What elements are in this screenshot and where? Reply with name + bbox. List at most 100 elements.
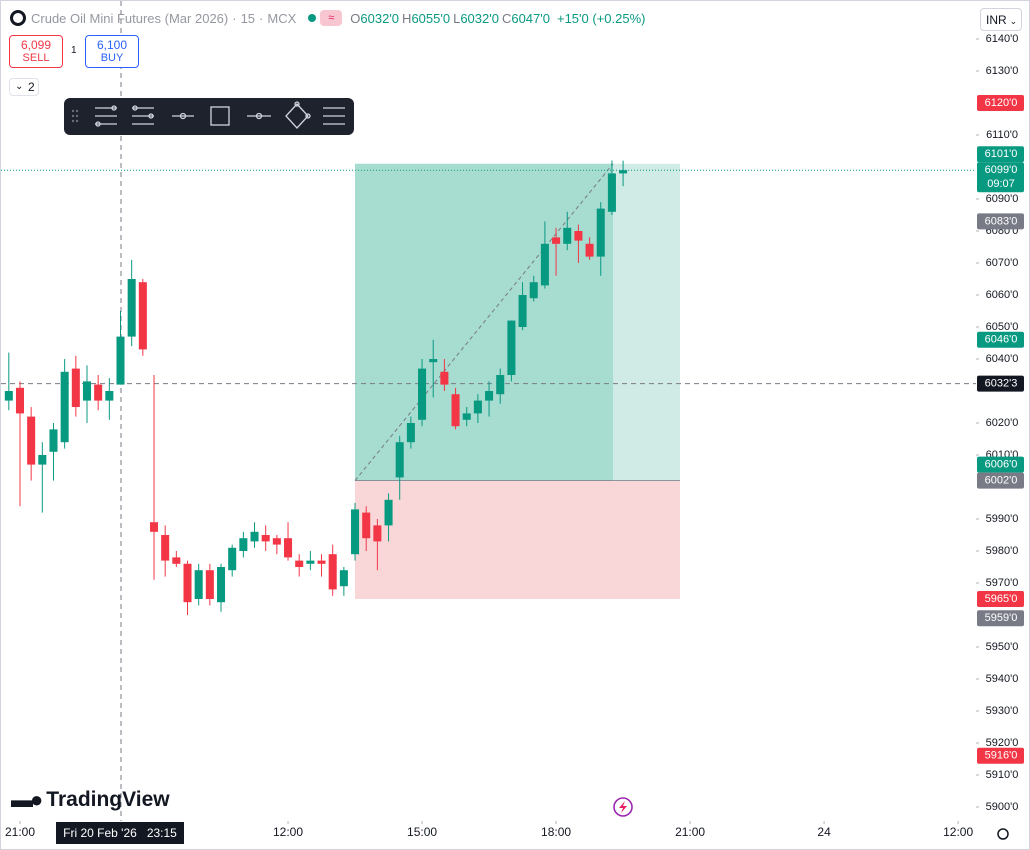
ohlc-value: 6032'0 xyxy=(460,10,499,26)
brand-mark: ▬● xyxy=(11,787,43,812)
tool-pitchfork[interactable] xyxy=(132,105,154,125)
price-badge xyxy=(977,331,1024,348)
candle-body xyxy=(261,535,270,542)
candle-body xyxy=(339,570,348,587)
indicators-toggle[interactable]: ⌄ 2 xyxy=(9,78,39,96)
buy-button[interactable]: 6,100 BUY xyxy=(85,35,139,68)
indicator-count: 2 xyxy=(28,80,35,94)
price-badge xyxy=(977,591,1024,607)
brand-name: TradingView xyxy=(46,788,170,811)
candle-body xyxy=(395,442,404,478)
candle-body xyxy=(518,295,527,327)
tool-line[interactable] xyxy=(172,112,194,120)
candle-body xyxy=(451,394,460,427)
candles xyxy=(4,160,628,615)
x-tick-label: 15:00 xyxy=(407,825,437,839)
candle-body xyxy=(529,282,538,299)
chevron: ⌄ xyxy=(15,81,24,92)
candle-body xyxy=(183,563,192,603)
sell-button[interactable]: 6,099 SELL xyxy=(9,35,63,68)
buy-label: BUY xyxy=(100,52,124,64)
candle-body xyxy=(596,208,605,257)
y-tick-label: 5900'0 xyxy=(986,801,1019,813)
candle-body xyxy=(384,499,393,526)
ohlc: O 6032'0 H 6055'0 L 6032'0 C 6047'0 xyxy=(350,11,553,26)
y-tick-label: 5930'0 xyxy=(986,705,1019,717)
price-badge xyxy=(977,95,1024,111)
candle-body xyxy=(351,509,360,555)
tool-fib[interactable] xyxy=(95,105,117,127)
candle-body xyxy=(172,557,181,564)
tool-settings[interactable] xyxy=(323,107,345,125)
tool-shape[interactable] xyxy=(285,101,311,129)
candle-body xyxy=(552,237,561,244)
y-tick-label: 5920'0 xyxy=(986,737,1019,749)
candle-body xyxy=(373,525,382,542)
candle-body xyxy=(306,560,315,564)
separator: · xyxy=(259,10,264,26)
replay-icon[interactable] xyxy=(613,797,633,817)
candle-body xyxy=(418,368,427,420)
tool-hline[interactable] xyxy=(247,112,271,120)
symbol-logo xyxy=(10,10,26,26)
candle-body xyxy=(328,554,337,590)
candle-body xyxy=(607,173,616,212)
candle-body xyxy=(49,429,58,452)
interval[interactable]: 15 xyxy=(240,10,256,26)
y-tick-label: 6050'0 xyxy=(986,321,1019,333)
candle-body xyxy=(161,535,170,561)
y-tick-label: 6020'0 xyxy=(986,417,1019,429)
price-countdown: 09:07 xyxy=(987,178,1015,190)
candle-body xyxy=(149,522,159,532)
ohlc-label: H xyxy=(402,10,412,26)
x-tick-label: 18:00 xyxy=(541,825,571,839)
candle-body xyxy=(82,381,92,401)
currency-button[interactable]: INR ⌄ xyxy=(980,8,1022,31)
candle-body xyxy=(94,384,103,401)
candle-body xyxy=(71,368,80,407)
ohlc-label: C xyxy=(501,10,512,26)
sell-price: 6,099 xyxy=(20,38,52,52)
price-badge-label: 6032'3 xyxy=(985,378,1018,390)
candle-body xyxy=(485,391,494,401)
candle-body xyxy=(38,455,47,465)
exchange: MCX xyxy=(267,10,297,26)
price-badge-label: 6046'0 xyxy=(985,334,1018,346)
ohlc-label: O xyxy=(350,10,361,26)
buy-price: 6,100 xyxy=(96,38,128,52)
chevron: ⌄ xyxy=(1009,16,1018,26)
drawing-toolbar xyxy=(64,98,354,135)
status-dot xyxy=(308,14,317,22)
y-tick-label: 6130'0 xyxy=(986,65,1019,77)
symbol[interactable]: Crude Oil Mini Futures (Mar 2026) xyxy=(31,10,229,26)
y-tick-label: 6070'0 xyxy=(986,257,1019,269)
tool-rectangle[interactable] xyxy=(210,106,230,126)
price-badge xyxy=(977,162,1024,193)
change: +15'0 (+0.25%) xyxy=(556,10,646,26)
price-badge-label: 6083'0 xyxy=(985,215,1018,227)
position-tool[interactable] xyxy=(354,163,680,599)
y-tick-label: 6110'0 xyxy=(986,129,1018,141)
x-tick-label: 21:00 xyxy=(5,825,35,839)
candle-body xyxy=(406,423,415,443)
candle-body xyxy=(429,359,438,363)
candle-body xyxy=(194,570,203,599)
y-tick-label: 6040'0 xyxy=(986,353,1019,365)
settings-icon[interactable] xyxy=(997,828,1009,840)
candle-body xyxy=(317,560,326,564)
y-tick-label: 6140'0 xyxy=(986,33,1019,45)
quantity: 1 xyxy=(71,45,77,56)
price-badge-label: 5965'0 xyxy=(985,593,1018,605)
price-badge xyxy=(977,213,1024,230)
candle-body xyxy=(116,336,125,385)
y-tick-label: 5990'0 xyxy=(986,513,1019,525)
grid xyxy=(1,1,976,821)
y-tick-label: 5940'0 xyxy=(986,673,1019,685)
y-tick-label: 5950'0 xyxy=(986,641,1019,653)
candle-body xyxy=(250,531,259,542)
candle-body xyxy=(239,538,248,551)
candle-body xyxy=(105,391,114,401)
candle-body xyxy=(138,282,147,350)
